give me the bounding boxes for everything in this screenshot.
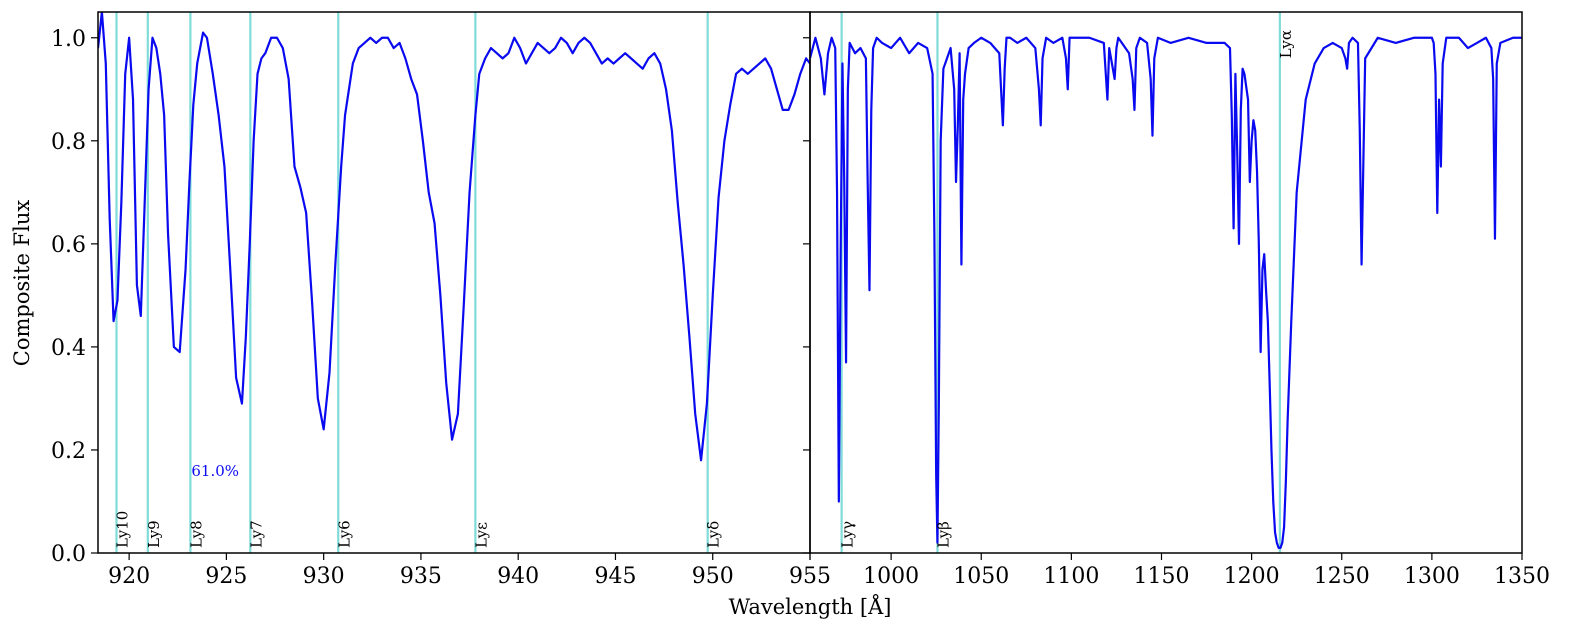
marker-label-Ly8: Ly8: [187, 520, 205, 548]
x-tick-label: 945: [594, 564, 636, 589]
marker-label-Ly10: Ly10: [113, 511, 131, 548]
right-panel: Lyγ Lyβ Lyα 955 1000 1050 1100 1150 1200 1250 1300…: [789, 11, 1550, 589]
marker-label-Lyβ: Lyβ: [934, 521, 952, 548]
x-tick-label: 1350: [1494, 564, 1550, 589]
x-tick-label: 920: [108, 564, 150, 589]
x-tick-label: 1250: [1314, 564, 1370, 589]
x-tick-label: 1300: [1404, 564, 1460, 589]
x-tick-label: 935: [400, 564, 442, 589]
y-tick-label: 0.6: [51, 233, 86, 258]
x-tick-label: 1100: [1043, 564, 1099, 589]
marker-label-Ly9: Ly9: [145, 520, 163, 548]
marker-label-Lyε: Lyε: [472, 522, 490, 548]
marker-label-Lyα: Lyα: [1277, 30, 1295, 58]
x-tick-label: 955: [789, 564, 831, 589]
left-panel: Ly10 Ly9 Ly8 Ly7 Ly6 Lyε Lyδ 61.0% 920 925 930 935 9…: [51, 11, 811, 589]
flux-line-right: [810, 36, 1522, 549]
y-tick-label: 0.0: [51, 542, 86, 567]
marker-label-Lyδ: Lyδ: [705, 521, 723, 548]
y-tick-label: 0.2: [51, 439, 86, 464]
x-tick-label: 1050: [953, 564, 1009, 589]
x-tick-label: 950: [692, 564, 734, 589]
axes-frame-right: [809, 11, 1523, 554]
marker-label-Ly6: Ly6: [335, 520, 353, 548]
x-tick-label: 1000: [863, 564, 919, 589]
y-tick-label: 1.0: [51, 27, 86, 52]
x-tick-label: 930: [303, 564, 345, 589]
x-tick-label: 925: [205, 564, 247, 589]
x-tick-label: 1150: [1133, 564, 1189, 589]
x-axis-label: Wavelength [Å]: [729, 594, 892, 619]
annotation-percent: 61.0%: [191, 462, 239, 480]
y-tick-label: 0.8: [51, 130, 86, 155]
flux-line-left: [98, 12, 810, 462]
y-tick-label: 0.4: [51, 336, 86, 361]
marker-label-Ly7: Ly7: [247, 520, 265, 548]
x-tick-label: 940: [497, 564, 539, 589]
x-tick-label: 1200: [1224, 564, 1280, 589]
y-axis-label: Composite Flux: [10, 200, 34, 367]
marker-label-Lyγ: Lyγ: [839, 521, 857, 548]
